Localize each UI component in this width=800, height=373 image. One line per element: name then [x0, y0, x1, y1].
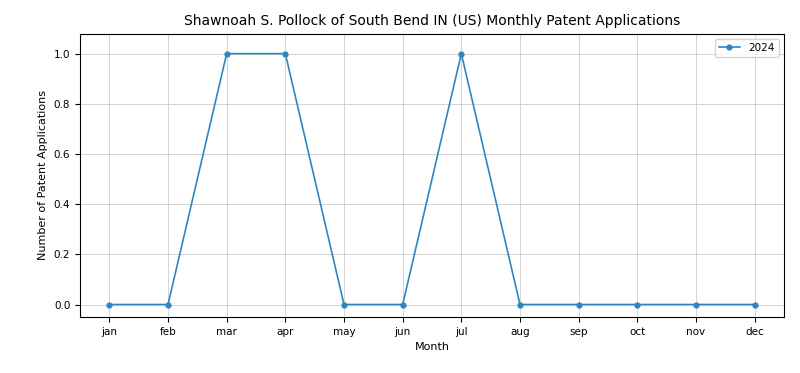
- Legend: 2024: 2024: [715, 39, 778, 57]
- Line: 2024: 2024: [107, 51, 757, 307]
- 2024: [163, 302, 173, 307]
- 2024: [105, 302, 114, 307]
- 2024: [750, 302, 759, 307]
- 2024: [281, 51, 290, 56]
- 2024: [222, 51, 231, 56]
- 2024: [633, 302, 642, 307]
- 2024: [398, 302, 407, 307]
- 2024: [691, 302, 701, 307]
- Title: Shawnoah S. Pollock of South Bend IN (US) Monthly Patent Applications: Shawnoah S. Pollock of South Bend IN (US…: [184, 14, 680, 28]
- 2024: [574, 302, 583, 307]
- 2024: [339, 302, 349, 307]
- 2024: [515, 302, 525, 307]
- Y-axis label: Number of Patent Applications: Number of Patent Applications: [38, 90, 48, 260]
- 2024: [457, 51, 466, 56]
- X-axis label: Month: Month: [414, 342, 450, 352]
